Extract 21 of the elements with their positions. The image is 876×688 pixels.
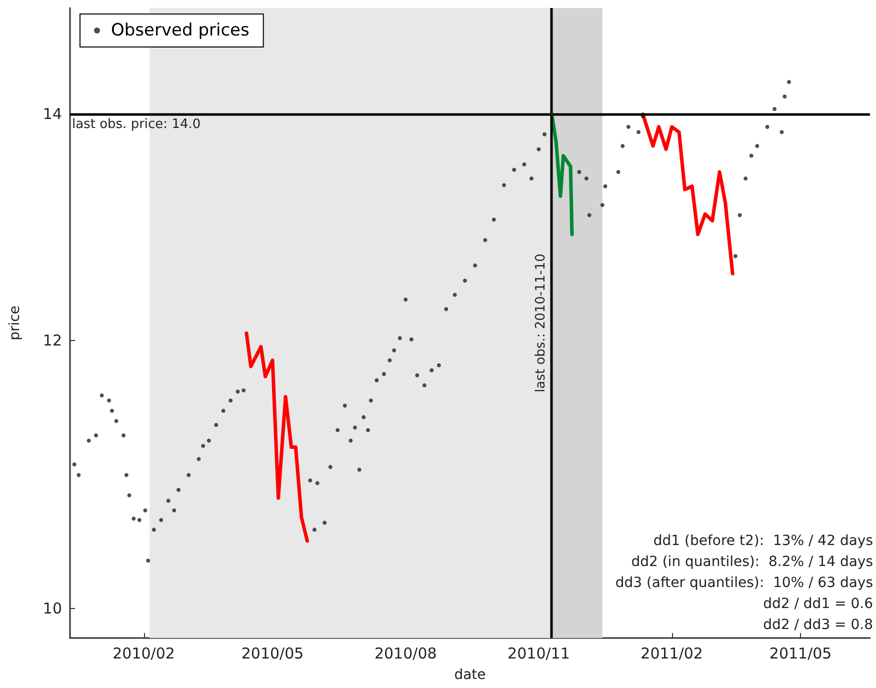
annotation: dd1 (before t2): 13% / 42 days [653, 533, 873, 549]
ref-line-label: last obs.: 2010-11-10 [534, 254, 549, 392]
line-series [641, 112, 734, 276]
x-tick-label: 2011/05 [769, 644, 832, 662]
x-tick-label: 2010/05 [241, 644, 304, 662]
y-tick-label: 14 [42, 105, 62, 124]
x-tick-label: 2010/02 [112, 644, 175, 662]
annotation: dd2 / dd3 = 0.8 [763, 617, 873, 633]
x-tick-label: 2011/02 [640, 644, 703, 662]
y-tick-label: 12 [42, 332, 62, 350]
annotation: dd2 (in quantiles): 8.2% / 14 days [631, 554, 873, 570]
y-tick-label: 10 [42, 599, 62, 618]
y-axis-title: price [7, 306, 23, 340]
x-tick-label: 2010/08 [374, 644, 437, 662]
x-axis-title: date [454, 667, 486, 683]
line-series [244, 332, 309, 543]
annotation: dd3 (after quantiles): 10% / 63 days [615, 575, 873, 591]
ref-line-label: last obs. price: 14.0 [72, 117, 201, 132]
annotation: dd2 / dd1 = 0.6 [763, 596, 874, 612]
legend-label: Observed prices [111, 20, 250, 40]
x-tick-label: 2010/11 [508, 644, 570, 662]
